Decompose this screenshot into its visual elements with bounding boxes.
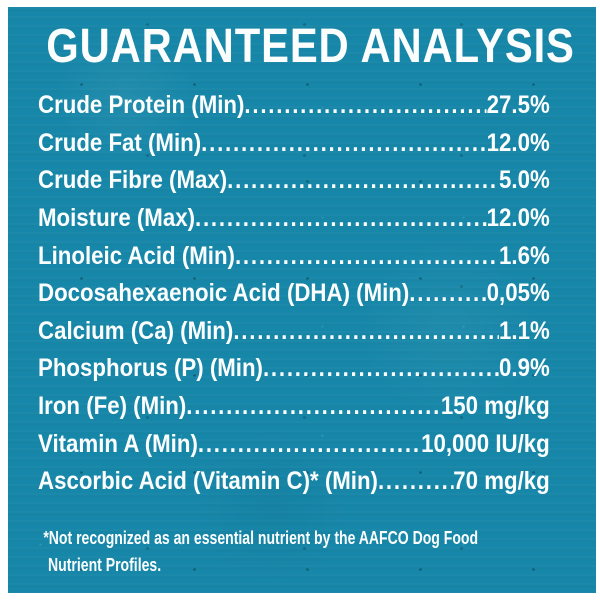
footnote: *Not recognized as an essential nutrient…: [43, 525, 532, 579]
dot-leader: [198, 430, 421, 459]
nutrient-row: Crude Fibre (Max) 5.0%: [38, 162, 550, 200]
nutrient-row: Ascorbic Acid (Vitamin C)* (Min) 70 mg/k…: [38, 463, 550, 501]
nutrient-value: 1.1%: [499, 316, 550, 345]
nutrient-row: Linoleic Acid (Min) 1.6%: [38, 237, 550, 275]
nutrient-row: Vitamin A (Min) 10,000 IU/kg: [38, 425, 550, 463]
dot-leader: [235, 242, 499, 271]
dot-leader: [244, 91, 486, 120]
nutrient-row: Iron (Fe) (Min) 150 mg/kg: [38, 388, 550, 426]
nutrient-value: 70 mg/kg: [453, 467, 550, 496]
nutrient-value: 150 mg/kg: [440, 392, 550, 421]
nutrient-row: Docosahexaenoic Acid (DHA) (Min) 0,05%: [38, 275, 550, 313]
nutrient-value: 0,05%: [486, 279, 550, 308]
nutrient-row: Phosphorus (P) (Min) 0.9%: [38, 350, 550, 388]
nutrient-value: 5.0%: [499, 166, 550, 195]
dot-leader: [186, 392, 441, 421]
nutrient-table: Crude Protein (Min) 27.5% Crude Fat (Min…: [38, 87, 550, 501]
nutrient-row: Crude Protein (Min) 27.5%: [38, 87, 550, 125]
guaranteed-analysis-panel: GUARANTEED ANALYSIS Crude Protein (Min) …: [8, 7, 596, 593]
nutrient-row: Moisture (Max) 12.0%: [38, 200, 550, 238]
dot-leader: [409, 279, 486, 308]
nutrient-value: 27.5%: [486, 91, 550, 120]
nutrient-value: 10,000 IU/kg: [421, 429, 550, 458]
nutrient-label: Calcium (Ca) (Min): [38, 316, 234, 345]
nutrient-row: Crude Fat (Min) 12.0%: [38, 125, 550, 163]
nutrient-value: 0.9%: [499, 354, 550, 383]
dot-leader: [233, 317, 499, 346]
nutrient-label: Crude Fibre (Max): [38, 166, 228, 195]
nutrient-label: Phosphorus (P) (Min): [38, 354, 263, 383]
nutrient-label: Moisture (Max): [38, 204, 196, 233]
footnote-line-2: Nutrient Profiles.: [48, 554, 162, 575]
dot-leader: [227, 166, 499, 195]
dot-leader: [378, 467, 453, 496]
nutrient-value: 12.0%: [486, 128, 550, 157]
nutrient-label: Crude Fat (Min): [38, 128, 202, 157]
nutrient-label: Iron (Fe) (Min): [38, 392, 187, 421]
nutrient-value: 1.6%: [499, 241, 550, 270]
dot-leader: [195, 204, 487, 233]
footnote-line-1: *Not recognized as an essential nutrient…: [43, 527, 479, 548]
dot-leader: [201, 129, 486, 158]
nutrient-label: Ascorbic Acid (Vitamin C)* (Min): [38, 467, 378, 496]
nutrient-label: Linoleic Acid (Min): [38, 241, 235, 270]
nutrient-label: Docosahexaenoic Acid (DHA) (Min): [38, 279, 410, 308]
nutrient-value: 12.0%: [486, 204, 550, 233]
nutrient-label: Crude Protein (Min): [38, 91, 245, 120]
panel-title: GUARANTEED ANALYSIS: [46, 20, 575, 73]
nutrient-row: Calcium (Ca) (Min) 1.1%: [38, 313, 550, 351]
nutrient-label: Vitamin A (Min): [38, 429, 198, 458]
dot-leader: [263, 354, 499, 383]
